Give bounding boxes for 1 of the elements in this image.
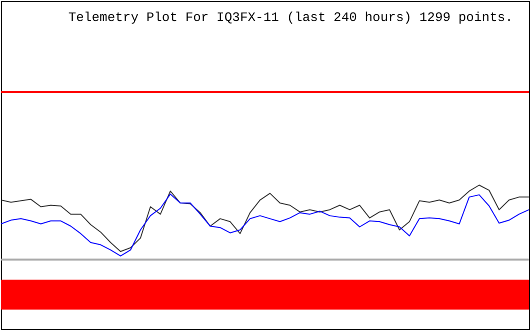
chart-title: Telemetry Plot For IQ3FX-11 (last 240 hours) 1299 points. <box>68 10 513 25</box>
